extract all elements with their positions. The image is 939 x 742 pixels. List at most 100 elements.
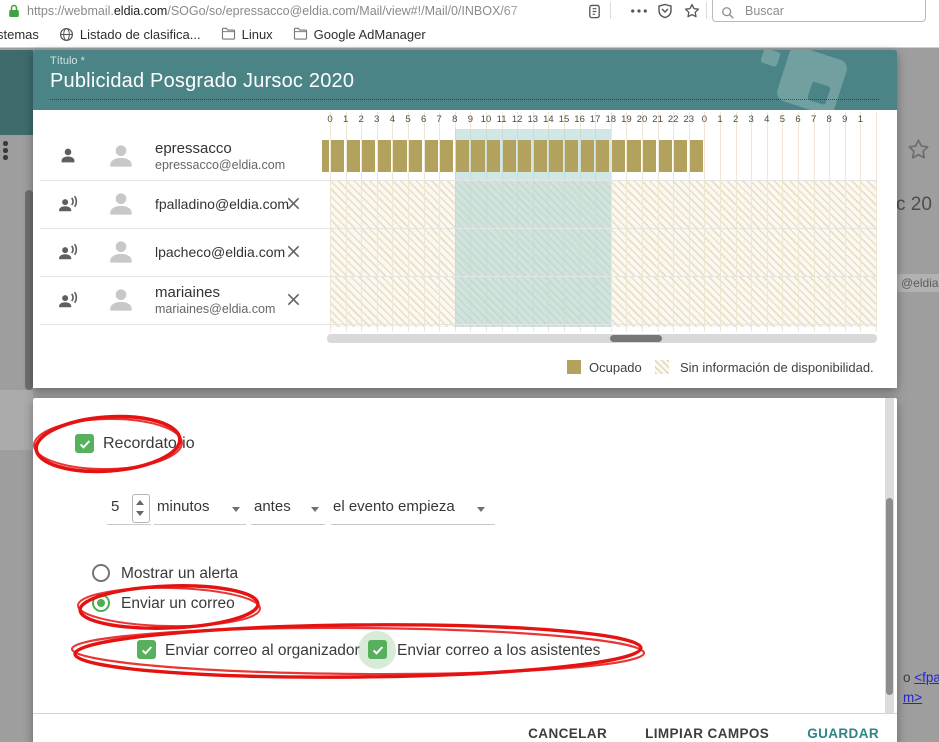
radio-send-email[interactable] [92,594,110,612]
attendee-row: epressacco epressacco@eldia.com [33,132,325,180]
url-scheme: https://webmail. [27,4,114,18]
hour-label: 0 [327,114,333,125]
freebusy-grid[interactable]: 0 1 2 3 4 5 6 7 8 9 10 11 12 13 14 15 16 17 18 19 20 21 22 23 0 1… [322,110,877,343]
hour-label: 2 [732,114,739,125]
browser-chrome: https://webmail.eldia.com/SOGo/so/epress… [0,0,939,48]
hour-label: 3 [748,114,754,125]
bookmark-item[interactable]: stemas [0,27,39,42]
attendee-text: lpacheco@eldia.com [155,228,285,276]
hour-gridline [642,112,643,332]
remove-attendee-button[interactable] [285,244,301,260]
hour-label: 7 [436,114,442,125]
hour-gridline [423,112,425,332]
busy-block [611,140,625,172]
attendee-row: fpalladino@eldia.com [33,180,325,228]
attendee-email: fpalladino@eldia.com [155,196,290,212]
radio-send-email-label: Enviar un correo [121,595,235,612]
busy-block [502,140,516,172]
bookmark-item[interactable]: Listado de clasifica... [59,27,201,43]
row-separator [40,324,877,325]
radio-show-alert[interactable] [92,564,110,582]
event-title-input[interactable]: Publicidad Posgrado Jursoc 2020 [50,70,355,92]
reader-view-icon[interactable] [585,2,603,20]
dialog-header: Título * Publicidad Posgrado Jursoc 2020 [33,50,897,110]
hour-gridline [798,112,799,332]
row-separator [40,276,877,277]
hour-gridline [626,112,628,332]
remove-attendee-button[interactable] [285,196,301,212]
chevron-down-icon[interactable] [311,507,319,512]
hour-label: 2 [358,114,364,125]
hour-gridline [829,112,831,332]
reminder-unit-select[interactable]: minutos [157,498,210,515]
page-actions-icon[interactable] [628,2,650,20]
reminder-label: Recordatorio [103,435,195,452]
hour-gridline [439,112,441,332]
search-input[interactable] [743,3,917,19]
reminder-scrollbar-thumb[interactable] [886,498,893,695]
hour-gridline [392,112,394,332]
search-box[interactable] [712,0,926,22]
legend-busy-label: Ocupado [589,360,642,375]
availability-panel: epressacco epressacco@eldia.com fpalladino… [33,110,897,388]
reminder-relation-select[interactable]: antes [254,498,291,515]
bookmark-star-icon[interactable] [683,2,701,20]
chevron-down-icon[interactable] [477,507,485,512]
search-icon [719,4,737,22]
background-link-2[interactable]: m> [903,690,923,705]
busy-block [596,140,610,172]
checkbox-email-attendees[interactable] [368,640,387,659]
remove-attendee-button[interactable] [285,292,301,308]
bookmark-item[interactable]: Linux [221,27,273,43]
stepper-up-icon[interactable] [136,500,144,505]
amount-stepper[interactable] [132,494,150,523]
kebab-menu-icon[interactable] [3,141,11,165]
grid-scrollbar[interactable] [327,334,877,343]
busy-block [393,140,407,172]
address-bar[interactable]: https://webmail.eldia.com/SOGo/so/epress… [0,0,939,23]
limpiar-campos-button[interactable]: LIMPIAR CAMPOS [641,720,773,742]
busy-block-partial [322,140,329,172]
reminder-checkbox[interactable] [75,434,94,453]
bookmark-label: Linux [241,27,273,42]
chevron-down-icon[interactable] [232,507,240,512]
hour-label: 13 [527,114,539,125]
hour-label: 21 [652,114,663,125]
reminder-amount-input[interactable]: 5 [111,498,120,515]
attendee-text: fpalladino@eldia.com [155,180,289,228]
grid-scrollbar-thumb[interactable] [610,335,662,342]
hour-label: 1 [342,114,349,125]
bookmark-label: Google AdManager [313,27,426,42]
background-link-1[interactable]: <fpa [914,670,939,685]
url-text[interactable]: https://webmail.eldia.com/SOGo/so/epress… [27,3,555,20]
guardar-button[interactable]: GUARDAR [803,720,883,742]
hour-label: 7 [810,114,817,125]
hour-label: 8 [826,114,832,125]
legend-noinfo-swatch [655,360,669,374]
stepper-down-icon[interactable] [136,511,144,516]
reminder-scrollbar[interactable] [885,398,894,713]
hour-label: 23 [683,114,695,125]
reminder-reference-select[interactable]: el evento empieza [333,498,455,515]
busy-block [362,140,376,172]
cancelar-button[interactable]: CANCELAR [524,720,611,742]
checkbox-email-organizer[interactable] [137,640,156,659]
hour-label: 6 [420,114,427,125]
hour-gridline [361,112,363,332]
busy-block [377,140,391,172]
reminder-panel: Recordatorio 5 minutos antes el evento e… [33,398,897,742]
background-links: o <fpa m> [903,668,939,708]
busy-block [409,140,423,172]
hour-label: 11 [496,114,507,125]
attendee-row: mariaines mariaines@eldia.com [33,276,325,324]
radio-show-alert-label: Mostrar un alerta [121,565,239,582]
page-scrollbar[interactable] [25,190,33,390]
hour-label: 17 [589,114,601,125]
pocket-shield-icon[interactable] [656,2,674,20]
avatar [105,140,137,172]
bookmark-item[interactable]: Google AdManager [293,27,426,43]
globe-icon [59,27,75,43]
hour-gridline [673,112,675,332]
checkbox-email-organizer-label: Enviar correo al organizador [165,642,360,659]
hour-label: 9 [842,114,848,125]
